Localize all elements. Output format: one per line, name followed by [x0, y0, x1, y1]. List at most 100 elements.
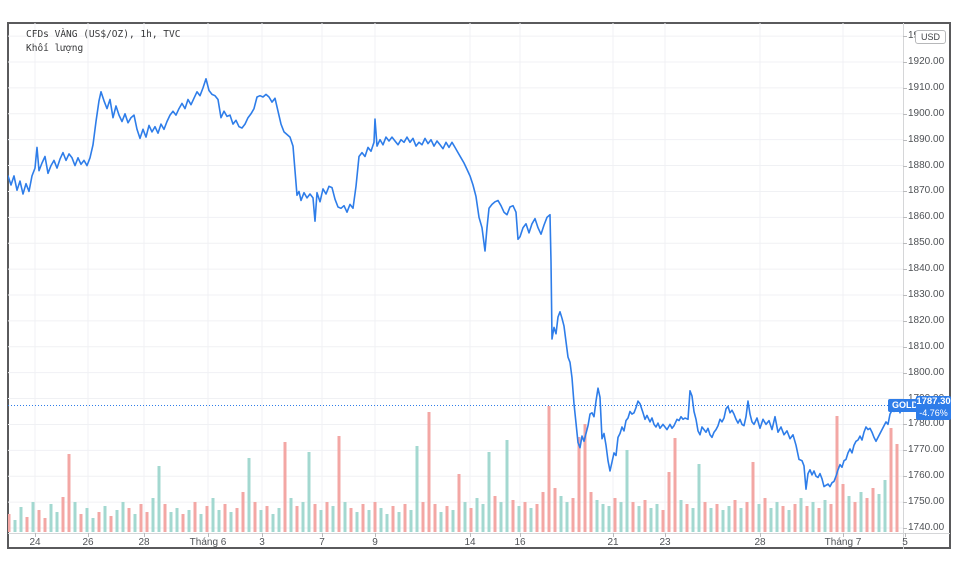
volume-bar — [649, 508, 653, 532]
price-axis-tick — [903, 165, 907, 167]
price-axis-label: 1770.00 — [908, 444, 945, 456]
volume-bar — [403, 504, 407, 532]
volume-bar — [151, 498, 155, 532]
volume-bar — [355, 512, 359, 532]
volume-bar — [241, 492, 245, 532]
chart-canvas[interactable] — [8, 23, 903, 533]
volume-bar — [247, 458, 251, 532]
volume-bar — [343, 502, 347, 532]
time-axis-label: 7 — [319, 537, 325, 548]
price-axis-tick — [903, 424, 907, 426]
price-axis-tick — [903, 191, 907, 193]
volume-bar — [517, 506, 521, 532]
time-axis-tick — [905, 533, 906, 537]
price-axis-tick — [903, 346, 907, 348]
volume-bar — [673, 438, 677, 532]
price-axis-label: 1740.00 — [908, 522, 945, 533]
volume-bar — [325, 502, 329, 532]
volume-bar — [625, 450, 629, 532]
time-axis-tick — [322, 533, 323, 537]
price-axis-label: 1870.00 — [908, 185, 945, 197]
time-axis-tick — [375, 533, 376, 537]
volume-bar — [745, 502, 749, 532]
volume-bar — [739, 508, 743, 532]
time-axis-label: 26 — [82, 537, 94, 548]
price-axis-label: 1880.00 — [908, 159, 945, 171]
volume-bar — [451, 510, 455, 532]
volume-bar — [865, 498, 869, 532]
volume-bar — [715, 504, 719, 532]
volume-bar — [313, 504, 317, 532]
volume-bar — [19, 507, 23, 532]
volume-bar — [817, 508, 821, 532]
time-axis-tick — [843, 533, 844, 537]
time-axis-tick — [144, 533, 145, 537]
time-axis-label: 5 — [902, 537, 908, 548]
volume-bar — [793, 504, 797, 532]
volume-bar — [145, 512, 149, 532]
volume-bar — [667, 472, 671, 532]
volume-bar — [781, 506, 785, 532]
volume-bar — [271, 514, 275, 532]
volume-bar — [655, 504, 659, 532]
volume-bar — [883, 480, 887, 532]
volume-bar — [163, 504, 167, 532]
volume-bar — [133, 514, 137, 532]
volume-bar — [463, 502, 467, 532]
volume-bar — [757, 504, 761, 532]
currency-usd-button[interactable]: USD — [915, 30, 947, 44]
volume-bar — [307, 452, 311, 532]
volume-bar — [829, 504, 833, 532]
volume-bar — [139, 504, 143, 532]
volume-bar — [289, 498, 293, 532]
time-axis-label: 28 — [754, 537, 766, 548]
time-axis-tick — [520, 533, 521, 537]
volume-bar — [283, 442, 287, 532]
volume-bar — [871, 488, 875, 532]
volume-bar — [301, 502, 305, 532]
volume-bar — [763, 498, 767, 532]
volume-legend[interactable]: Khối lượng — [26, 43, 84, 54]
volume-bar — [733, 500, 737, 532]
volume-bar — [607, 506, 611, 532]
volume-bar — [709, 508, 713, 532]
volume-bar — [385, 514, 389, 532]
volume-bar — [127, 508, 131, 532]
volume-bar — [583, 424, 587, 532]
time-axis-tick — [208, 533, 209, 537]
volume-bar — [259, 510, 263, 532]
volume-bar — [601, 504, 605, 532]
volume-bar — [661, 510, 665, 532]
volume-bar — [115, 510, 119, 532]
volume-bar — [493, 496, 497, 532]
volume-bar — [571, 498, 575, 532]
price-axis-label: 1780.00 — [908, 418, 945, 430]
volume-bar — [889, 428, 893, 532]
time-axis-tick — [35, 533, 36, 537]
time-axis-label: 9 — [372, 537, 378, 548]
symbol-price-flag: GOLD — [888, 399, 922, 412]
price-axis-label: 1920.00 — [908, 56, 945, 67]
volume-bar — [691, 508, 695, 532]
time-axis-label: Tháng 6 — [189, 537, 227, 548]
volume-bar — [541, 492, 545, 532]
volume-bar — [751, 462, 755, 532]
volume-bar — [487, 452, 491, 532]
price-axis-tick — [903, 320, 907, 322]
time-axis-label: 28 — [138, 537, 150, 548]
volume-bar — [787, 510, 791, 532]
volume-bar — [361, 504, 365, 532]
volume-bar — [643, 500, 647, 532]
price-axis-label: 1810.00 — [908, 340, 945, 352]
volume-bar — [229, 512, 233, 532]
time-axis-tick — [88, 533, 89, 537]
volume-bar — [223, 504, 227, 532]
volume-bar — [121, 502, 125, 532]
time-axis-label: 14 — [464, 537, 476, 548]
volume-bar — [565, 502, 569, 532]
volume-bar — [631, 502, 635, 532]
symbol-title[interactable]: CFDs VÀNG (US$/OZ), 1h, TVC — [26, 29, 181, 40]
volume-bar — [109, 516, 113, 532]
time-axis-label: 16 — [514, 537, 526, 548]
volume-bar — [595, 500, 599, 532]
